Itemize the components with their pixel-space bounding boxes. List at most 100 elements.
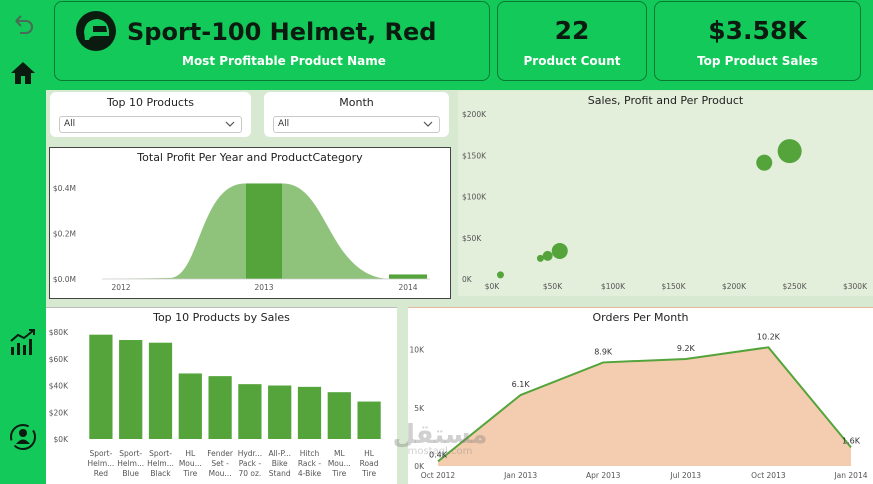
category-label: Stand (269, 469, 291, 478)
x-tick-label: $300K (843, 282, 868, 291)
data-label: 6.1K (512, 380, 531, 389)
category-label: Blue (122, 469, 139, 478)
scatter-point (496, 271, 504, 279)
category-label: Sport- (149, 449, 172, 458)
slicer-month: Month All (264, 92, 449, 137)
category-label: Hydr... (238, 449, 262, 458)
bar (208, 376, 232, 439)
category-label: Mou... (328, 459, 351, 468)
kpi-card-top-sales: $3.58K Top Product Sales (654, 1, 861, 81)
customer-cycle-icon[interactable] (6, 420, 40, 454)
data-label: 8.9K (594, 347, 613, 356)
y-tick-label: $0.2M (53, 230, 76, 239)
bar (119, 340, 143, 439)
bar (297, 386, 322, 439)
orders-per-month-chart[interactable]: Orders Per Month 0K 5K 10K 0.4K 6.1K 8.9K 9.2K… (408, 307, 873, 484)
growth-chart-icon[interactable] (6, 325, 40, 359)
orders-chart-svg: 0K 5K 10K 0.4K 6.1K 8.9K 9.2K 10.2K 1.6K Oct 2012… (410, 332, 868, 480)
bar-chart-svg: $0K$20K$40K$60K$80KSport-Helm...RedSport… (49, 328, 381, 478)
y-tick-label: $0.0M (53, 275, 76, 284)
orders-area (438, 347, 851, 466)
category-label: Bike (272, 459, 288, 468)
scatter-point (756, 154, 773, 171)
bar (357, 401, 381, 439)
month-dropdown[interactable]: All (273, 116, 440, 133)
x-tick-label: $250K (782, 282, 807, 291)
x-tick-label: Jan 2014 (833, 471, 867, 480)
product-count-label: Product Count (523, 54, 621, 68)
slicer-label: Month (339, 96, 374, 109)
orders-line (437, 346, 852, 463)
x-tick-label: $50K (543, 282, 563, 291)
category-label: Red (94, 469, 108, 478)
scatter-point (551, 242, 568, 259)
profit-bar-2013 (246, 183, 282, 279)
x-tick-label: 2013 (254, 283, 273, 292)
category-label: Set - (211, 459, 229, 468)
top-sales-label: Top Product Sales (697, 54, 818, 68)
helmet-icon (76, 11, 116, 51)
category-label: All-P... (268, 449, 291, 458)
x-tick-label: Jan 2013 (503, 471, 537, 480)
sales-profit-scatter-chart[interactable]: Sales, Profit and Per Product 0K $50K $100… (458, 91, 873, 296)
category-label: Sport- (119, 449, 142, 458)
y-tick-label: $60K (49, 355, 69, 364)
y-tick-label: $0.4M (53, 184, 76, 193)
top-sales-value: $3.58K (708, 16, 807, 45)
top10-products-dropdown[interactable]: All (59, 116, 242, 133)
x-tick-label: $0K (485, 282, 501, 291)
dropdown-value: All (64, 119, 76, 129)
profit-per-year-chart[interactable]: Total Profit Per Year and ProductCategor… (49, 147, 451, 299)
scatter-point (542, 250, 553, 261)
y-tick-label: $100K (462, 193, 487, 202)
x-tick-label: Oct 2012 (421, 471, 456, 480)
product-name-value: Sport-100 Helmet, Red (127, 18, 437, 46)
slicer-label: Top 10 Products (106, 96, 195, 109)
nav-rail (0, 0, 46, 484)
category-label: ML (334, 449, 345, 458)
x-tick-label: Oct 2013 (751, 471, 786, 480)
y-tick-label: $20K (49, 408, 69, 417)
y-tick-label: $200K (462, 110, 487, 119)
y-tick-label: $80K (49, 328, 69, 337)
header-band: Sport-100 Helmet, Red Most Profitable Pr… (46, 0, 873, 90)
x-tick-label: $150K (661, 282, 686, 291)
bar (178, 373, 202, 439)
top10-products-bar-chart[interactable]: Top 10 Products by Sales $0K $20K $40K $60K… (46, 307, 397, 484)
kpi-card-product-count: 22 Product Count (497, 1, 647, 81)
watermark-arabic: مستقل (392, 420, 488, 450)
bar (89, 334, 113, 439)
x-tick-label: $200K (722, 282, 747, 291)
y-tick-label: $0K (54, 435, 70, 444)
y-tick-label: 0K (414, 462, 425, 471)
bar (327, 392, 351, 439)
back-arrow-icon[interactable] (6, 8, 40, 42)
scatter-chart-svg: 0K $50K $100K $150K $200K $0K $50K $100K $150K $2… (462, 110, 868, 291)
bar (268, 385, 292, 439)
category-label: Tire (361, 469, 376, 478)
watermark-latin: mostaql.com (407, 446, 473, 457)
category-label: Road (360, 459, 379, 468)
data-label: 10.2K (757, 332, 781, 341)
category-label: Hitch (300, 449, 320, 458)
slicer-top10-products: Top 10 Products All (50, 92, 251, 137)
product-count-value: 22 (554, 16, 590, 45)
x-tick-label: $100K (601, 282, 626, 291)
data-label: 1.6K (842, 436, 861, 445)
data-label: 9.2K (677, 344, 696, 353)
category-label: Helm... (88, 459, 115, 468)
category-label: Tire (331, 469, 346, 478)
product-name-label: Most Profitable Product Name (182, 54, 386, 68)
scatter-point (536, 254, 544, 262)
home-icon[interactable] (6, 56, 40, 90)
category-label: HL (364, 449, 375, 458)
chart-title: Top 10 Products by Sales (153, 311, 290, 324)
watermark: مستقل mostaql.com (380, 420, 500, 457)
category-label: Fender (207, 449, 234, 458)
category-label: Mou... (179, 459, 202, 468)
scatter-point (777, 139, 802, 164)
y-tick-label: $50K (462, 234, 482, 243)
category-label: 4-Bike (298, 469, 322, 478)
y-tick-label: 0K (462, 275, 473, 284)
bar (148, 342, 173, 439)
